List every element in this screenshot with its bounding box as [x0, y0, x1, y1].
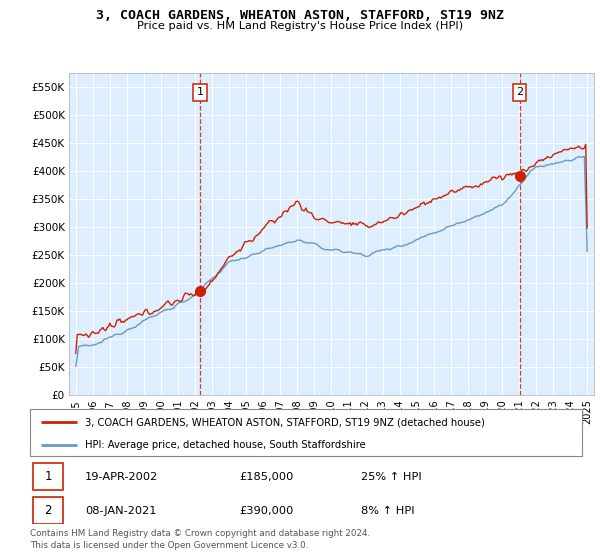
Text: 19-APR-2002: 19-APR-2002: [85, 472, 158, 482]
Text: Contains HM Land Registry data © Crown copyright and database right 2024.
This d: Contains HM Land Registry data © Crown c…: [30, 529, 370, 550]
FancyBboxPatch shape: [33, 497, 63, 524]
Text: 3, COACH GARDENS, WHEATON ASTON, STAFFORD, ST19 9NZ: 3, COACH GARDENS, WHEATON ASTON, STAFFOR…: [96, 9, 504, 22]
Text: 2: 2: [516, 87, 523, 97]
Text: Price paid vs. HM Land Registry's House Price Index (HPI): Price paid vs. HM Land Registry's House …: [137, 21, 463, 31]
Text: £185,000: £185,000: [240, 472, 294, 482]
Text: £390,000: £390,000: [240, 506, 294, 516]
Text: 1: 1: [44, 470, 52, 483]
Text: 1: 1: [197, 87, 203, 97]
Text: 3, COACH GARDENS, WHEATON ASTON, STAFFORD, ST19 9NZ (detached house): 3, COACH GARDENS, WHEATON ASTON, STAFFOR…: [85, 417, 485, 427]
Text: 25% ↑ HPI: 25% ↑ HPI: [361, 472, 422, 482]
Text: 2: 2: [44, 504, 52, 517]
Text: 08-JAN-2021: 08-JAN-2021: [85, 506, 157, 516]
Text: HPI: Average price, detached house, South Staffordshire: HPI: Average price, detached house, Sout…: [85, 440, 366, 450]
Text: 8% ↑ HPI: 8% ↑ HPI: [361, 506, 415, 516]
FancyBboxPatch shape: [33, 463, 63, 490]
